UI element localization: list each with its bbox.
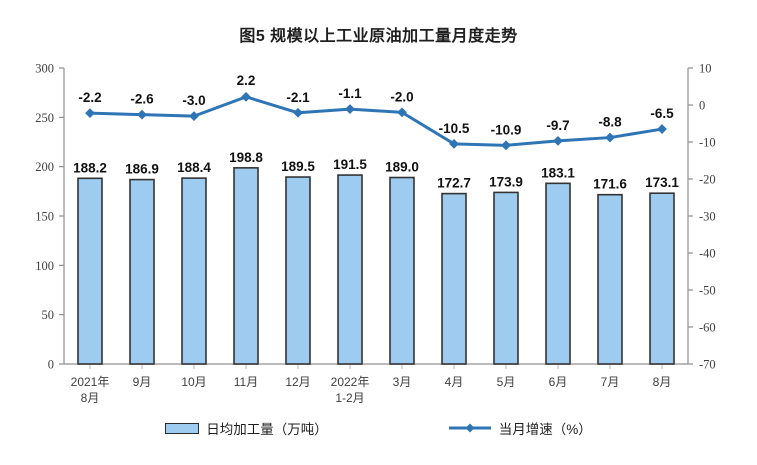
left-axis-tick-label: 100 <box>35 259 54 273</box>
bar-value-label: 173.1 <box>645 175 679 190</box>
x-axis-category-label: 1-2月 <box>335 391 364 405</box>
line-value-label: -3.0 <box>182 93 205 108</box>
line-marker <box>293 107 303 118</box>
left-axis-tick-label: 250 <box>35 111 54 125</box>
right-axis-tick-label: -60 <box>699 321 716 335</box>
legend-item-label: 日均加工量（万吨） <box>206 422 328 437</box>
x-axis-category-label: 11月 <box>234 375 258 389</box>
x-axis-category-label: 5月 <box>497 375 516 389</box>
bar <box>389 176 415 365</box>
legend-item[interactable]: 当月增速（%） <box>448 418 592 438</box>
right-axis-tick-label: 0 <box>699 99 705 113</box>
line-value-label: -6.5 <box>650 106 674 121</box>
right-axis-tick-label: -20 <box>699 173 716 187</box>
x-axis-category-label: 3月 <box>393 375 412 389</box>
bar-value-label: 189.0 <box>385 160 419 175</box>
x-axis-category-label: 8月 <box>653 375 672 389</box>
bar-value-label: 189.5 <box>281 159 315 174</box>
line-marker <box>345 104 355 114</box>
bar-value-label: 188.4 <box>177 160 211 175</box>
line-value-label: 2.2 <box>237 73 256 88</box>
left-axis-tick-label: 50 <box>42 308 55 322</box>
x-axis-category-label: 7月 <box>601 375 620 389</box>
line-value-label: -8.8 <box>598 115 622 130</box>
x-axis-category-label: 10月 <box>181 375 206 389</box>
bar-value-label: 198.8 <box>229 150 263 165</box>
bar <box>233 167 259 365</box>
line-marker <box>657 124 667 134</box>
bar <box>181 177 207 365</box>
x-axis-category-label: 8月 <box>81 391 100 405</box>
trend-line <box>88 95 664 147</box>
line-marker <box>449 138 459 149</box>
right-axis-tick-label: -50 <box>699 284 716 298</box>
bar <box>649 192 675 365</box>
left-axis-tick-label: 300 <box>35 62 54 76</box>
bar <box>493 191 519 365</box>
legend-line-diamond-icon <box>448 423 491 433</box>
right-axis-tick-label: 10 <box>699 62 712 76</box>
bar-value-label: 172.7 <box>437 176 471 191</box>
x-axis-category-label: 6月 <box>549 375 568 389</box>
right-axis-tick-label: -10 <box>699 136 716 150</box>
bar-value-label: 188.2 <box>73 160 107 175</box>
chart-legend: 日均加工量（万吨） 当月增速（%） <box>0 418 757 438</box>
line-marker <box>553 135 563 146</box>
bar-value-label: 173.9 <box>489 174 523 189</box>
left-axis-tick-label: 150 <box>35 210 54 224</box>
bar <box>597 193 623 365</box>
line-marker <box>85 108 95 119</box>
x-axis-category-label: 9月 <box>133 375 152 389</box>
line-marker <box>137 109 147 120</box>
x-axis-category-label: 12月 <box>285 375 310 389</box>
line-marker <box>397 107 407 118</box>
legend-item-label: 当月增速（%） <box>498 422 592 437</box>
bar <box>545 182 571 365</box>
left-axis-tick-label: 0 <box>48 358 54 372</box>
line-value-label: -2.0 <box>390 89 413 104</box>
bar-value-label: 186.9 <box>125 162 159 177</box>
bar <box>129 178 155 365</box>
right-axis-tick-label: -40 <box>699 247 716 261</box>
bar-value-label: 191.5 <box>333 157 367 172</box>
line-value-label: -9.7 <box>546 118 569 133</box>
bar <box>337 174 363 365</box>
line-value-label: -2.1 <box>286 90 310 105</box>
right-axis-tick-label: -30 <box>699 210 716 224</box>
bar-value-label: 171.6 <box>593 177 627 192</box>
bar <box>285 176 311 365</box>
line-value-label: -2.2 <box>78 90 101 105</box>
right-axis-tick-label: -70 <box>699 358 716 372</box>
left-axis-tick-label: 200 <box>35 160 54 174</box>
line-value-label: -10.9 <box>491 122 522 137</box>
line-marker <box>241 91 251 102</box>
line-marker <box>501 140 511 151</box>
bar <box>441 192 467 365</box>
line-marker <box>605 132 615 143</box>
bar <box>77 177 103 365</box>
line-value-label: -10.5 <box>439 121 470 136</box>
line-value-label: -2.6 <box>130 92 154 107</box>
chart-title: 图5 规模以上工业原油加工量月度走势 <box>239 28 518 45</box>
bar-value-label: 183.1 <box>541 165 575 180</box>
line-marker <box>189 111 199 122</box>
x-axis-category-label: 4月 <box>445 375 464 389</box>
legend-item[interactable]: 日均加工量（万吨） <box>165 418 328 438</box>
line-value-label: -1.1 <box>338 86 362 101</box>
legend-bar-swatch-icon <box>165 422 200 434</box>
x-axis-category-label: 2021年 <box>71 375 110 389</box>
x-axis-category-label: 2022年 <box>331 375 370 389</box>
